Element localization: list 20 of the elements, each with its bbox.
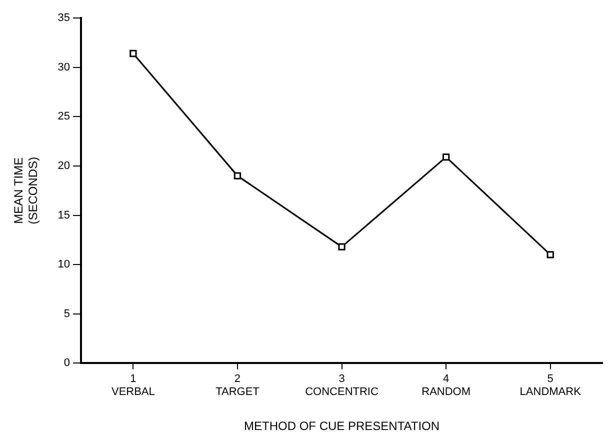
- point: [130, 50, 137, 58]
- x-tick-label: 4 RANDOM: [422, 372, 471, 398]
- y-tick-label: 20: [58, 160, 70, 172]
- y-tick-label: 10: [58, 258, 70, 271]
- x-tick-label: 3 CONCENTRIC: [305, 372, 378, 398]
- y-tick-label: 5: [64, 308, 70, 320]
- x-tick-label: 1 VERBAL: [111, 372, 155, 398]
- point: [546, 251, 554, 258]
- y-tick-label: 0: [64, 357, 70, 370]
- y-tick-label: 35: [58, 12, 70, 24]
- y-axis-title: MEAN TIME (SECONDS): [12, 156, 40, 224]
- y-tick-label: 25: [58, 110, 70, 123]
- point: [234, 172, 242, 180]
- point: [442, 153, 450, 161]
- point: [338, 243, 346, 250]
- x-tick-label: 5 LANDMARK: [520, 372, 582, 398]
- y-tick-label: 30: [58, 61, 70, 74]
- x-tick-label: 2 TARGET: [216, 372, 260, 398]
- y-tick-label: 15: [58, 209, 70, 222]
- x-axis-title: METHOD OF CUE PRESENTATION: [244, 419, 440, 434]
